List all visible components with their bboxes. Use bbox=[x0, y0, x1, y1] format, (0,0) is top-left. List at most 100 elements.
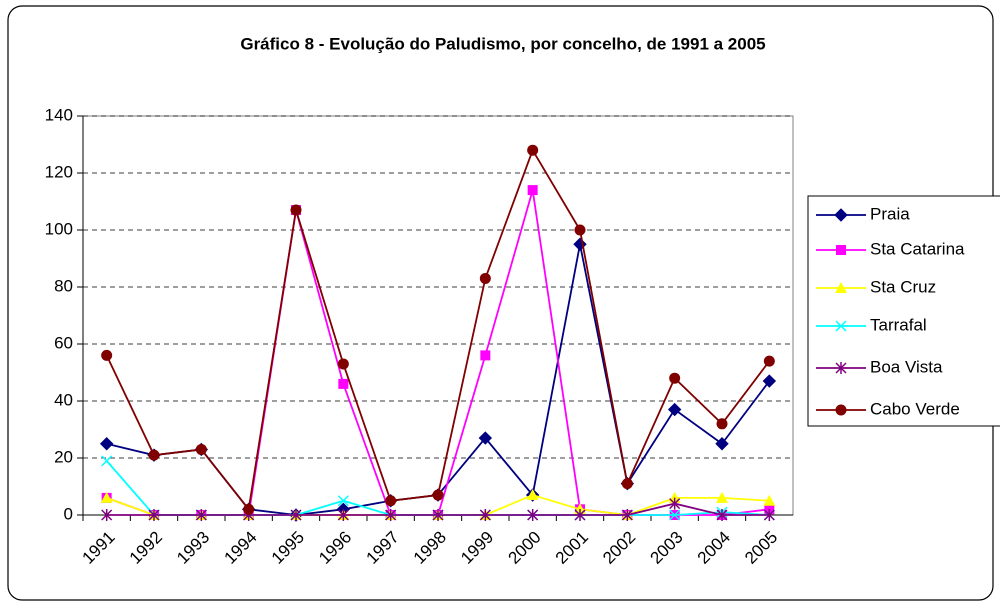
marker-shape bbox=[716, 418, 728, 430]
marker-shape bbox=[574, 224, 586, 236]
marker-shape bbox=[763, 355, 775, 367]
marker-shape bbox=[337, 358, 349, 370]
marker bbox=[385, 509, 397, 521]
marker-shape bbox=[290, 204, 302, 216]
marker bbox=[479, 509, 491, 521]
marker-shape bbox=[526, 489, 539, 501]
marker-shape bbox=[835, 282, 847, 293]
marker-shape bbox=[101, 509, 113, 521]
legend-label: Sta Cruz bbox=[870, 277, 936, 296]
marker-shape bbox=[834, 208, 848, 222]
marker bbox=[715, 437, 729, 451]
marker-shape bbox=[669, 497, 681, 510]
marker bbox=[834, 208, 848, 222]
marker-shape bbox=[574, 509, 586, 521]
marker bbox=[337, 495, 349, 507]
marker-shape bbox=[101, 349, 113, 361]
marker-shape bbox=[290, 509, 302, 521]
marker-shape bbox=[762, 374, 777, 388]
legend-label: Boa Vista bbox=[870, 357, 943, 376]
marker bbox=[669, 372, 681, 384]
y-tick-label: 60 bbox=[54, 333, 73, 352]
marker bbox=[101, 349, 113, 361]
marker bbox=[621, 478, 633, 490]
marker-shape bbox=[195, 509, 207, 521]
marker bbox=[836, 245, 846, 255]
legend-label: Cabo Verde bbox=[870, 399, 960, 418]
marker-shape bbox=[99, 437, 114, 451]
y-tick-label: 80 bbox=[54, 276, 73, 295]
y-tick-label: 100 bbox=[45, 219, 73, 238]
marker-shape bbox=[669, 509, 681, 521]
marker bbox=[716, 418, 728, 430]
marker-shape bbox=[479, 509, 491, 521]
marker-shape bbox=[337, 509, 349, 521]
y-tick-label: 120 bbox=[45, 162, 73, 181]
marker-shape bbox=[669, 372, 681, 384]
marker bbox=[527, 509, 539, 521]
marker bbox=[574, 509, 586, 521]
marker-shape bbox=[763, 494, 776, 506]
marker bbox=[290, 509, 302, 521]
marker bbox=[100, 491, 113, 503]
marker bbox=[385, 495, 397, 507]
marker-shape bbox=[478, 431, 493, 445]
marker bbox=[432, 489, 444, 501]
marker bbox=[243, 503, 255, 515]
marker-shape bbox=[667, 402, 682, 417]
marker bbox=[148, 509, 160, 521]
legend-label: Sta Catarina bbox=[870, 239, 965, 258]
marker bbox=[337, 358, 349, 370]
marker-shape bbox=[836, 245, 846, 255]
marker-shape bbox=[479, 272, 491, 284]
marker-shape bbox=[621, 478, 633, 490]
marker bbox=[526, 489, 539, 501]
marker-shape bbox=[385, 509, 397, 521]
marker-shape bbox=[148, 449, 160, 461]
marker-shape bbox=[148, 509, 160, 521]
marker bbox=[432, 509, 444, 521]
marker-shape bbox=[337, 495, 349, 507]
chart-title: Gráfico 8 - Evolução do Paludismo, por c… bbox=[240, 34, 765, 53]
marker bbox=[716, 509, 728, 521]
marker bbox=[835, 282, 847, 293]
marker bbox=[195, 509, 207, 521]
marker bbox=[667, 402, 682, 417]
marker bbox=[148, 449, 160, 461]
marker-shape bbox=[621, 509, 633, 521]
y-tick-label: 0 bbox=[64, 504, 73, 523]
y-tick-label: 140 bbox=[45, 105, 73, 124]
marker bbox=[479, 272, 491, 284]
marker bbox=[669, 497, 681, 510]
legend-label: Praia bbox=[870, 204, 910, 223]
y-tick-label: 40 bbox=[54, 390, 73, 409]
marker-shape bbox=[835, 404, 847, 416]
marker-shape bbox=[716, 509, 728, 521]
marker-shape bbox=[527, 509, 539, 521]
marker bbox=[527, 144, 539, 156]
marker-shape bbox=[101, 455, 113, 467]
marker-shape bbox=[243, 503, 255, 515]
marker bbox=[763, 494, 776, 506]
marker bbox=[621, 509, 633, 521]
legend-box bbox=[807, 195, 1000, 427]
marker-shape bbox=[432, 489, 444, 501]
marker-shape bbox=[527, 144, 539, 156]
marker bbox=[835, 362, 847, 374]
marker bbox=[763, 509, 775, 521]
marker-shape bbox=[835, 320, 847, 332]
marker bbox=[716, 491, 728, 503]
marker bbox=[480, 350, 491, 361]
marker bbox=[101, 455, 113, 467]
marker bbox=[101, 509, 113, 521]
marker-shape bbox=[527, 185, 538, 196]
marker bbox=[574, 224, 586, 236]
marker bbox=[338, 378, 349, 389]
marker bbox=[527, 185, 538, 196]
marker bbox=[669, 509, 681, 521]
marker-shape bbox=[385, 495, 397, 507]
marker-shape bbox=[338, 378, 349, 389]
plot-area bbox=[82, 115, 794, 516]
marker-shape bbox=[100, 491, 113, 503]
